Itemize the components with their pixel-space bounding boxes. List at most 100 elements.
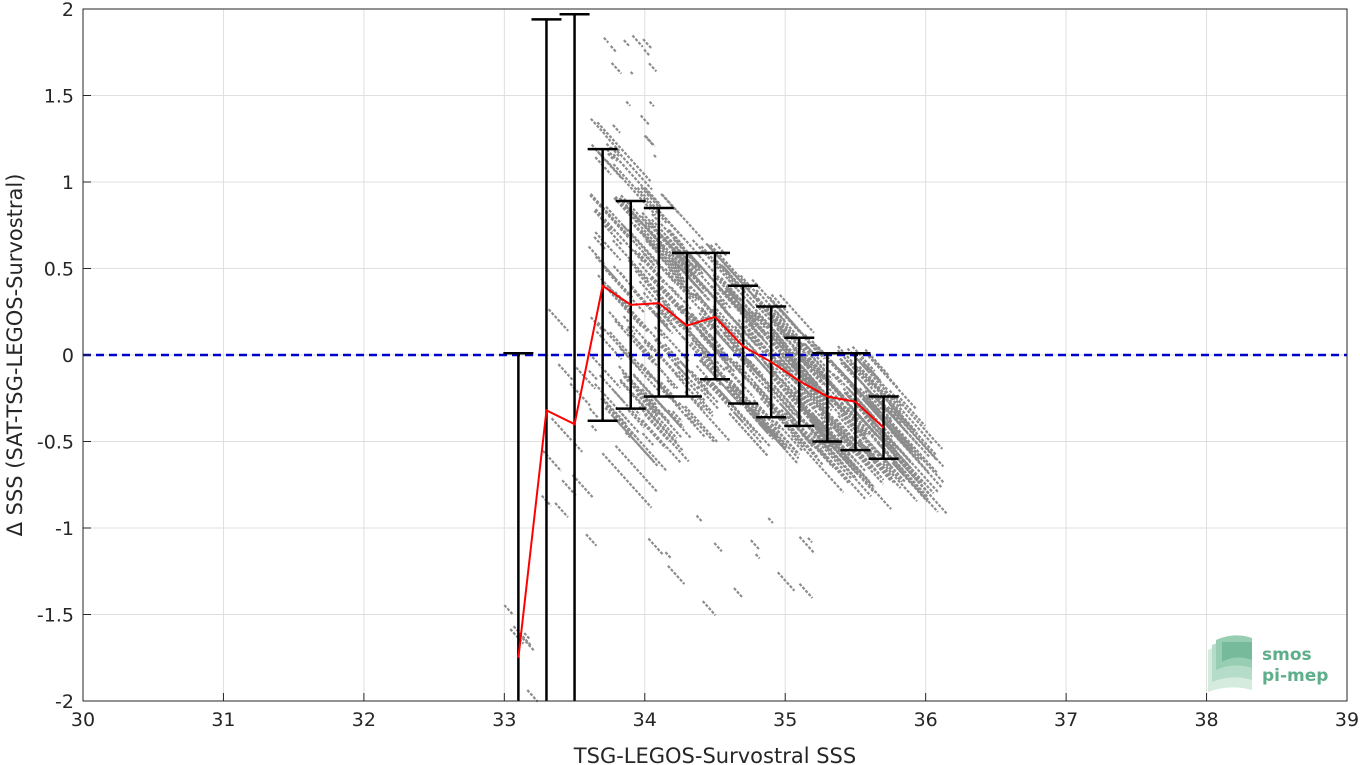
- scatter-streak: [781, 367, 824, 414]
- logo-text-smos: smos: [1262, 645, 1312, 665]
- scatter-streak: [778, 351, 833, 412]
- logo-text-pi-mep: pi-mep: [1262, 666, 1328, 686]
- scatter-streak: [644, 135, 656, 148]
- scatter-streak: [752, 354, 776, 379]
- scatter-streak: [751, 408, 788, 448]
- scatter-streak: [767, 400, 778, 413]
- y-axis-label: Δ SSS (SAT-TSG-LEGOS-Survostral): [3, 174, 27, 537]
- x-tick-label: 36: [914, 709, 938, 731]
- scatter-streak: [613, 146, 653, 191]
- mean-line: [517, 284, 885, 658]
- y-tick-label: 2: [62, 0, 74, 21]
- scatter-streak: [712, 273, 756, 321]
- scatter-streak: [803, 355, 810, 362]
- scatter-streak: [647, 403, 658, 415]
- scatter-streak: [666, 379, 676, 389]
- smos-pi-mep-logo: smos pi-mep: [1208, 635, 1328, 692]
- scatter-streak: [820, 441, 841, 464]
- scatter-streak: [837, 414, 864, 444]
- scatter-streak: [689, 285, 704, 301]
- x-tick-labels: 30 31 32 33 34 35 36 37 38 39: [71, 709, 1359, 731]
- scatter-streak: [608, 311, 624, 329]
- scatter-streak: [607, 152, 615, 161]
- scatter-streak: [820, 449, 866, 500]
- scatter-streak: [773, 386, 801, 416]
- scatter-streak: [653, 326, 666, 340]
- scatter-streak: [748, 368, 797, 422]
- scatter-streak: [628, 208, 662, 246]
- scatter-streak: [879, 435, 907, 465]
- x-tick-label: 33: [492, 709, 516, 731]
- scatter-streak: [639, 114, 651, 126]
- scatter-streak: [643, 134, 654, 146]
- scatter-streak: [792, 347, 845, 406]
- scatter-streak: [828, 441, 876, 494]
- scatter-streak: [834, 443, 875, 488]
- scatter-streak: [776, 571, 796, 592]
- scatter-streak: [722, 266, 732, 276]
- scatter-streak: [571, 474, 594, 498]
- scatter-streak: [734, 412, 763, 444]
- scatter-streak: [613, 390, 667, 450]
- scatter-streak: [747, 300, 753, 307]
- scatter-streak: [640, 215, 696, 276]
- scatter-streak: [879, 429, 897, 450]
- scatter-streak: [666, 272, 715, 326]
- scatter-streak: [755, 404, 773, 424]
- scatter-streak: [759, 374, 791, 409]
- scatter-streak: [835, 402, 842, 410]
- scatter-streak: [619, 271, 626, 279]
- scatter-streak: [643, 48, 651, 57]
- scatter-streak: [589, 117, 607, 137]
- scatter-streak: [815, 430, 833, 450]
- scatter-streak: [725, 365, 755, 399]
- scatter-streak: [885, 414, 893, 423]
- scatter-streak: [864, 389, 892, 420]
- scatter-streak: [652, 311, 674, 335]
- x-tick-label: 35: [773, 709, 797, 731]
- scatter-streak: [873, 393, 902, 425]
- scatter-streak: [595, 330, 623, 360]
- scatter-streak: [832, 372, 841, 382]
- scatter-streak: [817, 427, 834, 445]
- scatter-streak: [671, 410, 683, 423]
- scatter-streak: [777, 414, 824, 466]
- scatter-streak: [557, 363, 575, 382]
- scatter-streak: [790, 404, 844, 464]
- scatter-streak: [889, 413, 907, 432]
- scatter-streak: [888, 389, 944, 450]
- scatter-streak: [643, 340, 654, 352]
- scatter-streak: [665, 235, 696, 269]
- scatter-streak: [817, 345, 868, 402]
- scatter-streak: [713, 542, 723, 553]
- scatter-streak: [770, 423, 800, 455]
- scatter-streak: [774, 420, 804, 452]
- scatter-streak: [859, 357, 882, 383]
- y-tick-label: -2: [55, 691, 74, 713]
- scatter-streak: [733, 587, 743, 598]
- scatter-streak: [668, 259, 681, 272]
- scatter-streak: [790, 434, 845, 494]
- scatter-streak: [649, 413, 684, 452]
- scatter-streak: [637, 251, 680, 299]
- scatter-streak: [685, 413, 697, 427]
- scatter-streak: [771, 373, 824, 432]
- scatter-streak: [742, 357, 796, 417]
- y-tick-label: -0.5: [37, 432, 74, 454]
- scatter-streak: [755, 289, 802, 341]
- scatter-streak: [882, 462, 918, 502]
- scatter-streak: [663, 238, 685, 262]
- scatter-streak: [840, 361, 856, 379]
- scatter-streak: [684, 390, 732, 443]
- scatter-streak: [752, 413, 799, 465]
- scatter-streak: [605, 159, 657, 216]
- scatter-streak: [638, 280, 682, 328]
- scatter-streak: [747, 310, 759, 323]
- scatter-streak: [868, 375, 885, 394]
- scatter-streak: [594, 231, 622, 261]
- scatter-streak: [770, 293, 789, 314]
- scatter-streak: [679, 320, 727, 373]
- scatter-streak: [554, 502, 569, 518]
- scatter-streak: [614, 319, 655, 365]
